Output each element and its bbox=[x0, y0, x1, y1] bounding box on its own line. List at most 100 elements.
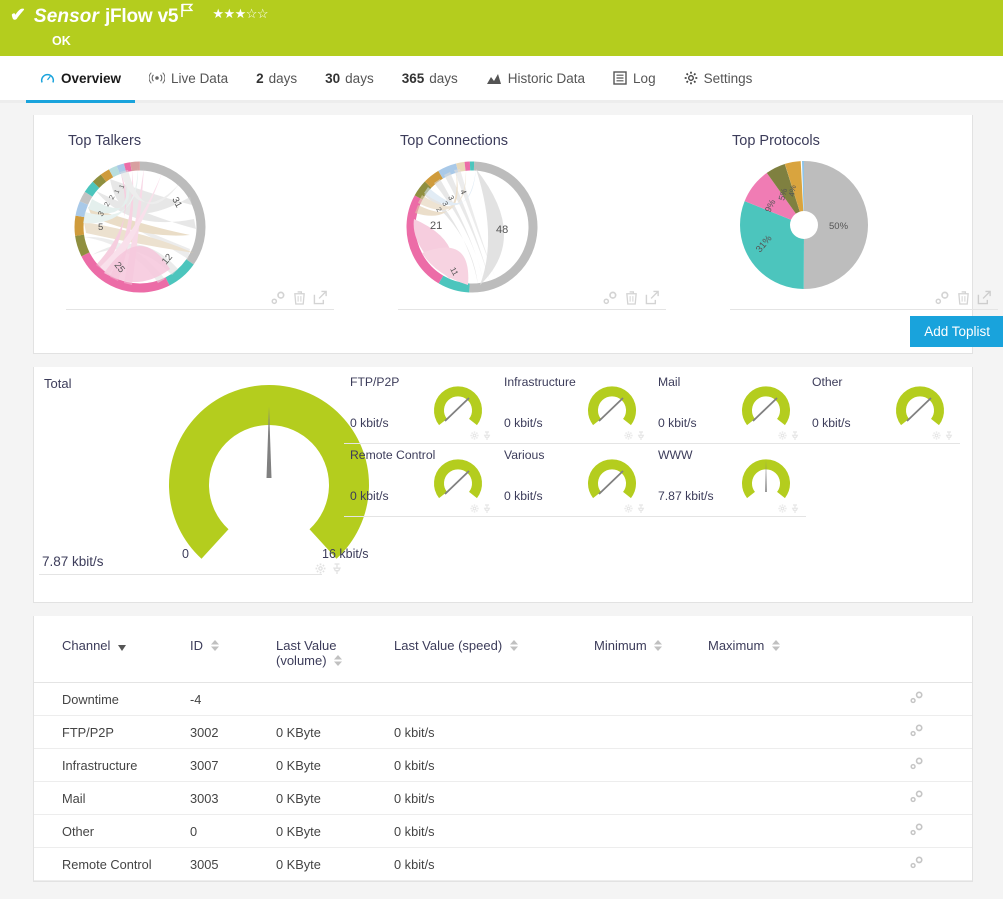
pin-icon[interactable] bbox=[637, 504, 645, 514]
pin-icon[interactable] bbox=[483, 504, 491, 514]
delete-icon[interactable] bbox=[957, 290, 970, 305]
column-header-id[interactable]: ID bbox=[184, 616, 270, 683]
sort-both-icon[interactable] bbox=[210, 639, 219, 654]
svg-text:3: 3 bbox=[440, 200, 450, 208]
delete-icon[interactable] bbox=[293, 290, 306, 305]
mini-gauge bbox=[584, 381, 640, 427]
table-row[interactable]: Mail 3003 0 KByte 0 kbit/s bbox=[34, 781, 972, 815]
pin-icon[interactable] bbox=[637, 431, 645, 441]
flag-icon[interactable] bbox=[181, 3, 194, 23]
settings-icon[interactable] bbox=[935, 291, 950, 305]
column-header-maximum[interactable]: Maximum bbox=[702, 616, 852, 683]
tab-2-days[interactable]: 2 days bbox=[242, 56, 311, 100]
chart-icon bbox=[486, 72, 502, 85]
settings-icon[interactable] bbox=[603, 291, 618, 305]
top-talkers-chart[interactable]: 31 12 25 5 3 2 2 1 1 bbox=[50, 155, 350, 310]
tab-log[interactable]: Log bbox=[599, 56, 670, 100]
sort-both-icon[interactable] bbox=[654, 639, 663, 654]
settings-icon[interactable] bbox=[910, 757, 924, 770]
cell-id: 3002 bbox=[184, 715, 270, 749]
top-connections-chart[interactable]: 48 21 11 4 3 3 2 bbox=[382, 155, 682, 310]
toplist-actions bbox=[935, 290, 992, 305]
column-header-last-value-volume-label: Last Value bbox=[276, 638, 337, 653]
cell-channel: Remote Control bbox=[34, 847, 184, 881]
cell-id: 0 bbox=[184, 814, 270, 848]
svg-text:50%: 50% bbox=[829, 221, 849, 232]
tab-30-days[interactable]: 30 days bbox=[311, 56, 388, 100]
cell-minimum bbox=[588, 682, 702, 716]
cell-maximum bbox=[702, 814, 852, 848]
settings-icon[interactable] bbox=[910, 691, 924, 704]
live-signal-icon bbox=[149, 71, 166, 85]
cell-actions bbox=[852, 715, 972, 749]
gear-icon[interactable] bbox=[778, 431, 787, 441]
settings-icon[interactable] bbox=[910, 823, 924, 836]
table-row[interactable]: Other 0 0 KByte 0 kbit/s bbox=[34, 814, 972, 848]
tab-historic-data-label: Historic Data bbox=[507, 70, 586, 86]
gauges-card: Total 7.87 kbit/s 0 16 kbit/s FTP/P2P 0 bbox=[33, 367, 973, 603]
tab-365-days[interactable]: 365 days bbox=[388, 56, 472, 100]
total-gauge-max: 16 kbit/s bbox=[322, 547, 369, 561]
pin-icon[interactable] bbox=[332, 563, 342, 575]
column-header-maximum-label: Maximum bbox=[708, 638, 765, 653]
settings-icon[interactable] bbox=[910, 856, 924, 869]
pin-icon[interactable] bbox=[791, 431, 799, 441]
toplist-top-talkers: Top Talkers bbox=[34, 123, 366, 353]
rating-stars[interactable]: ★★★☆☆ bbox=[212, 6, 269, 21]
sort-both-icon[interactable] bbox=[509, 639, 518, 654]
tab-2-days-unit: days bbox=[268, 70, 298, 86]
cell-last-value-volume: 0 KByte bbox=[270, 715, 388, 749]
sort-both-icon[interactable] bbox=[771, 639, 780, 654]
column-header-last-value-speed[interactable]: Last Value (speed) bbox=[388, 616, 588, 683]
sort-both-icon[interactable] bbox=[334, 654, 343, 669]
pin-icon[interactable] bbox=[483, 431, 491, 441]
cell-maximum bbox=[702, 748, 852, 782]
tab-settings[interactable]: Settings bbox=[670, 56, 767, 100]
svg-text:48: 48 bbox=[496, 224, 508, 236]
svg-text:1: 1 bbox=[118, 183, 126, 189]
table-row[interactable]: FTP/P2P 3002 0 KByte 0 kbit/s bbox=[34, 715, 972, 749]
tab-log-label: Log bbox=[633, 70, 656, 86]
mini-gauge-actions bbox=[624, 431, 645, 441]
pin-icon[interactable] bbox=[791, 504, 799, 514]
tab-historic-data[interactable]: Historic Data bbox=[472, 56, 599, 100]
log-icon bbox=[613, 71, 627, 85]
table-row[interactable]: Infrastructure 3007 0 KByte 0 kbit/s bbox=[34, 748, 972, 782]
column-header-last-value-volume[interactable]: Last Value (volume) bbox=[270, 616, 388, 683]
gear-icon[interactable] bbox=[624, 504, 633, 514]
gear-icon[interactable] bbox=[470, 431, 479, 441]
settings-icon[interactable] bbox=[271, 291, 286, 305]
settings-icon[interactable] bbox=[910, 724, 924, 737]
gear-icon[interactable] bbox=[470, 504, 479, 514]
popout-icon[interactable] bbox=[645, 290, 660, 305]
channel-gauge-ftp-p2p: FTP/P2P 0 kbit/s bbox=[344, 371, 498, 444]
top-protocols-chart[interactable]: 50% 31% 9% 5% 4% bbox=[714, 155, 1003, 347]
mini-gauge-actions bbox=[778, 431, 799, 441]
gear-icon[interactable] bbox=[932, 431, 941, 441]
pin-icon[interactable] bbox=[945, 431, 953, 441]
column-header-channel[interactable]: Channel bbox=[34, 616, 184, 683]
table-row[interactable]: Remote Control 3005 0 KByte 0 kbit/s bbox=[34, 847, 972, 881]
toplists-card: Top Talkers bbox=[33, 115, 1003, 354]
delete-icon[interactable] bbox=[625, 290, 638, 305]
tab-overview[interactable]: Overview bbox=[26, 56, 136, 103]
settings-icon[interactable] bbox=[910, 790, 924, 803]
channel-gauge-label: Mail bbox=[658, 375, 681, 389]
popout-icon[interactable] bbox=[977, 290, 992, 305]
column-header-channel-label: Channel bbox=[62, 638, 111, 653]
tab-live-data[interactable]: Live Data bbox=[135, 56, 242, 100]
gear-icon[interactable] bbox=[624, 431, 633, 441]
table-row[interactable]: Downtime -4 bbox=[34, 682, 972, 716]
mini-gauge bbox=[738, 381, 794, 427]
sort-desc-icon[interactable] bbox=[118, 639, 127, 654]
column-header-last-value-volume-sublabel: (volume) bbox=[276, 653, 327, 668]
total-gauge-actions bbox=[315, 563, 342, 575]
column-header-minimum[interactable]: Minimum bbox=[588, 616, 702, 683]
cell-actions bbox=[852, 814, 972, 848]
add-toplist-button[interactable]: Add Toplist bbox=[910, 316, 1003, 347]
gear-icon[interactable] bbox=[315, 563, 326, 575]
gear-icon[interactable] bbox=[778, 504, 787, 514]
cell-last-value-speed bbox=[388, 682, 588, 716]
cell-maximum bbox=[702, 781, 852, 815]
popout-icon[interactable] bbox=[313, 290, 328, 305]
